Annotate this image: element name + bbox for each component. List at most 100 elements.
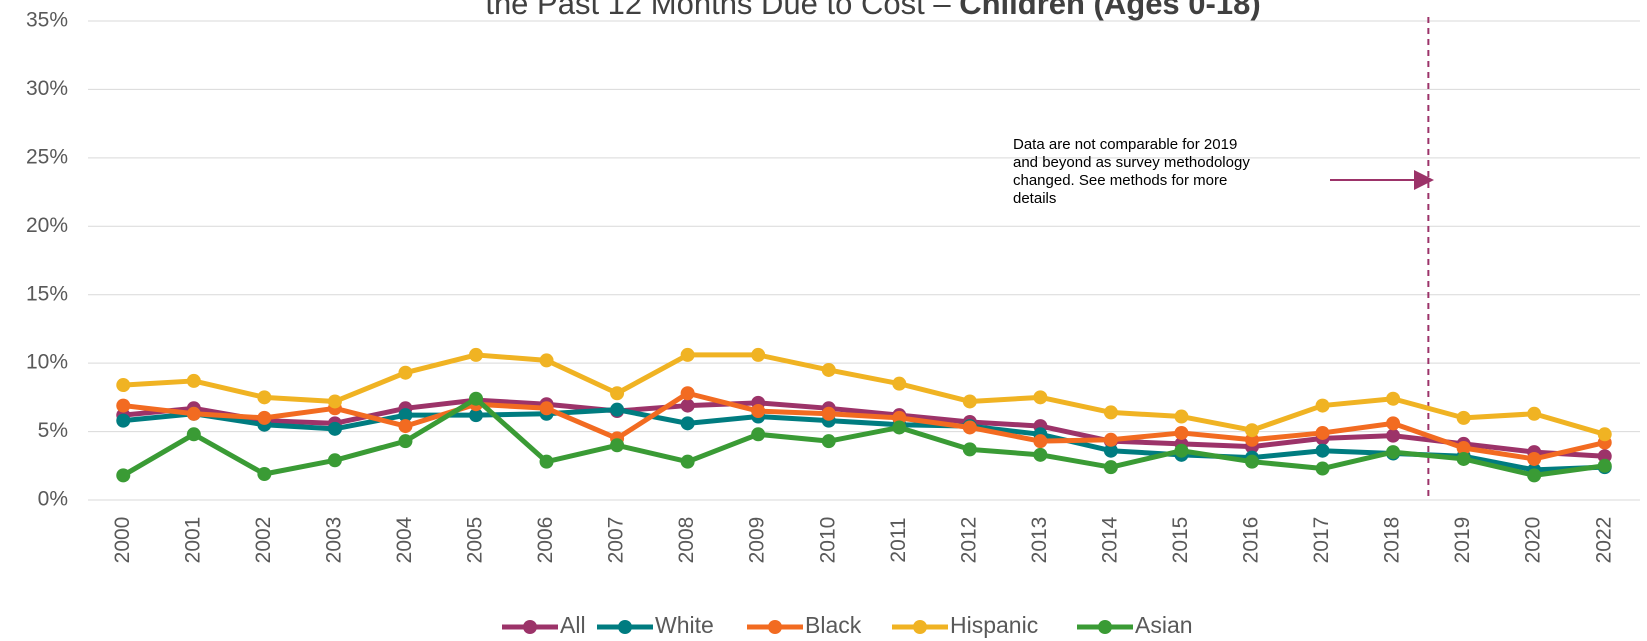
series-marker bbox=[1245, 454, 1259, 469]
series-marker bbox=[892, 410, 907, 425]
y-tick-label: 20% bbox=[26, 214, 68, 237]
x-tick-label: 2004 bbox=[393, 516, 416, 563]
y-tick-label: 15% bbox=[26, 282, 68, 305]
series-marker bbox=[1527, 406, 1542, 421]
series-marker bbox=[1033, 434, 1048, 449]
x-tick-label: 2006 bbox=[534, 517, 557, 564]
x-tick-label: 2017 bbox=[1310, 517, 1333, 564]
series-marker bbox=[539, 401, 554, 416]
legend-label: White bbox=[655, 612, 714, 638]
series-marker bbox=[327, 421, 342, 436]
series-marker bbox=[1597, 427, 1612, 442]
series-marker bbox=[1386, 445, 1401, 460]
series-marker bbox=[610, 386, 625, 401]
x-tick-label: 2020 bbox=[1522, 517, 1545, 564]
series-marker bbox=[539, 353, 554, 368]
chart-title: the Past 12 Months Due to Cost – Childre… bbox=[485, 0, 1260, 21]
series-marker bbox=[821, 434, 836, 449]
series-marker bbox=[821, 362, 836, 377]
series-line bbox=[122, 396, 1606, 478]
series-marker bbox=[398, 419, 413, 434]
series-marker bbox=[1386, 428, 1401, 443]
series-line bbox=[123, 407, 1605, 473]
series-marker bbox=[1103, 405, 1118, 420]
legend-marker bbox=[1098, 620, 1112, 634]
annotation: details bbox=[1013, 190, 1056, 207]
legend-marker bbox=[618, 620, 632, 634]
series-marker bbox=[327, 453, 342, 468]
series-marker bbox=[892, 420, 907, 435]
series-marker bbox=[1386, 391, 1401, 406]
x-tick-label: 2002 bbox=[252, 517, 275, 564]
series-marker bbox=[1103, 460, 1118, 475]
x-tick-label: 2014 bbox=[1098, 516, 1121, 563]
x-tick-label: 2003 bbox=[322, 517, 345, 564]
series-marker bbox=[1174, 409, 1189, 424]
series-marker bbox=[962, 420, 977, 435]
x-tick-label: 2019 bbox=[1451, 517, 1474, 564]
annotation: changed. See methods for more bbox=[1013, 172, 1227, 189]
x-tick-label: 2015 bbox=[1169, 517, 1192, 564]
legend-label: Hispanic bbox=[950, 612, 1038, 638]
legend-marker bbox=[523, 620, 537, 634]
series-marker bbox=[116, 398, 131, 413]
series-marker bbox=[116, 378, 131, 393]
series-marker bbox=[1174, 425, 1189, 440]
x-tick-label: 2010 bbox=[816, 517, 839, 564]
x-tick-label: 2000 bbox=[111, 517, 134, 564]
series-marker bbox=[1456, 451, 1471, 466]
series-marker bbox=[610, 402, 625, 417]
series-marker bbox=[1456, 410, 1471, 425]
series-marker bbox=[1527, 468, 1542, 483]
series-marker bbox=[680, 398, 695, 413]
legend-label: Asian bbox=[1135, 612, 1193, 638]
series-marker bbox=[398, 434, 413, 449]
series-line bbox=[123, 352, 1606, 437]
series-marker bbox=[821, 406, 836, 421]
series-marker bbox=[186, 427, 201, 442]
title-bold: Children (Ages 0-18) bbox=[959, 0, 1260, 21]
series-marker bbox=[680, 386, 695, 401]
series-marker bbox=[892, 376, 907, 391]
x-tick-label: 2016 bbox=[1240, 517, 1263, 564]
series-marker bbox=[1174, 443, 1189, 458]
x-tick-label: 2018 bbox=[1381, 517, 1404, 564]
series-marker bbox=[680, 416, 695, 431]
series-marker bbox=[1103, 432, 1118, 447]
series-marker bbox=[398, 365, 413, 380]
series-marker bbox=[116, 468, 131, 483]
series-marker bbox=[751, 347, 766, 362]
legend-marker bbox=[768, 620, 782, 634]
x-tick-label: 2008 bbox=[675, 517, 698, 564]
series-marker bbox=[116, 413, 131, 428]
series-marker bbox=[398, 408, 413, 423]
series-marker bbox=[1245, 423, 1259, 438]
series-marker bbox=[1527, 451, 1542, 466]
annotation: and beyond as survey methodology bbox=[1013, 154, 1250, 171]
series-marker bbox=[469, 391, 483, 406]
series-marker bbox=[257, 466, 272, 481]
series-marker bbox=[1033, 447, 1048, 462]
y-tick-label: 5% bbox=[38, 419, 68, 442]
y-tick-label: 10% bbox=[26, 351, 68, 374]
series-marker bbox=[751, 427, 766, 442]
series-marker bbox=[1103, 443, 1118, 458]
y-tick-label: 30% bbox=[26, 77, 68, 100]
series-marker bbox=[539, 454, 554, 469]
x-tick-label: 2012 bbox=[957, 517, 980, 564]
series-marker bbox=[257, 410, 272, 425]
series-marker bbox=[469, 347, 483, 362]
series-marker bbox=[257, 390, 272, 405]
series-marker bbox=[469, 408, 483, 423]
series-marker bbox=[962, 394, 977, 409]
series-marker bbox=[1315, 461, 1330, 476]
series-marker bbox=[1597, 458, 1612, 473]
annotation: Data are not comparable for 2019 bbox=[1013, 136, 1237, 153]
series-marker bbox=[1315, 398, 1330, 413]
series-marker bbox=[186, 373, 201, 388]
x-tick-label: 2022 bbox=[1592, 517, 1615, 564]
series-marker bbox=[1245, 432, 1259, 447]
x-tick-label: 2005 bbox=[464, 517, 487, 564]
series-marker bbox=[680, 347, 695, 362]
